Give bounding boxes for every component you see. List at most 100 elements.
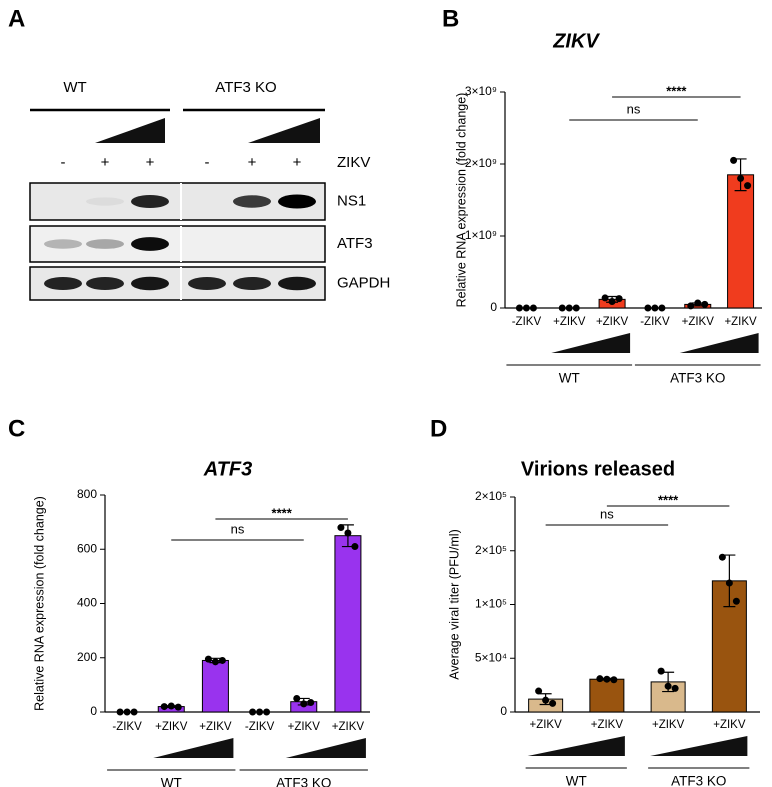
data-point (694, 299, 702, 307)
data-point (256, 708, 264, 716)
x-tick-label: +ZIKV (529, 719, 562, 731)
x-tick-label: +ZIKV (652, 719, 685, 731)
y-tick-label: 2×10⁵ (475, 489, 507, 503)
y-tick-label: 5×10⁴ (475, 650, 507, 664)
x-tick-label: +ZIKV (591, 719, 624, 731)
significance-label: ns (600, 506, 614, 521)
x-tick-label: +ZIKV (332, 721, 365, 733)
dose-wedge (248, 118, 320, 143)
group-label: WT (63, 79, 86, 96)
blot-band (44, 276, 82, 291)
data-point (549, 699, 557, 707)
significance-label: **** (658, 492, 679, 507)
significance-label: **** (272, 505, 293, 520)
x-tick-label: -ZIKV (112, 721, 142, 733)
dose-wedge (285, 738, 366, 758)
data-point (300, 700, 308, 708)
data-point (651, 304, 659, 312)
lane-label: - (61, 154, 66, 171)
x-tick-label: -ZIKV (640, 316, 670, 328)
data-point (522, 304, 530, 312)
data-point (337, 524, 345, 532)
data-point (596, 675, 604, 683)
data-point (211, 658, 219, 666)
y-tick-label: 1×10⁵ (475, 597, 507, 611)
data-point (307, 699, 315, 707)
data-point (160, 703, 168, 711)
data-point (263, 708, 271, 716)
data-point (542, 696, 550, 704)
data-point (218, 656, 226, 664)
lane-label: + (248, 154, 257, 171)
chart-title: Virions released (521, 458, 675, 480)
row-label: ATF3 (337, 235, 373, 252)
lane-label: + (101, 154, 110, 171)
y-tick-label: 2×10⁹ (465, 156, 497, 170)
data-point (572, 304, 580, 312)
data-point (718, 553, 726, 561)
blot-box (29, 225, 326, 263)
group-label: ATF3 KO (670, 371, 725, 386)
data-point (610, 676, 618, 684)
dose-wedge (153, 738, 234, 758)
data-point (249, 708, 257, 716)
y-axis-label: Relative RNA expression (fold change) (32, 496, 46, 711)
bar (727, 174, 755, 309)
y-tick-label: 1×10⁹ (465, 228, 497, 242)
y-axis-label: Average viral titer (PFU/ml) (447, 529, 461, 680)
data-point (167, 702, 175, 710)
x-tick-label: -ZIKV (245, 721, 275, 733)
significance-label: ns (627, 101, 641, 116)
x-tick-label: +ZIKV (596, 316, 629, 328)
group-label: WT (566, 774, 587, 787)
bar (334, 535, 362, 713)
lane-label: - (205, 154, 210, 171)
data-point (744, 182, 752, 190)
x-tick-label: -ZIKV (512, 316, 542, 328)
data-point (204, 655, 212, 663)
data-point (701, 300, 709, 308)
data-point (644, 304, 652, 312)
chart-title: ATF3 (203, 458, 253, 480)
y-tick-label: 0 (490, 300, 497, 314)
panel-label: B (442, 5, 459, 32)
data-point (603, 675, 611, 683)
data-point (658, 304, 666, 312)
significance-label: ns (231, 521, 245, 536)
data-point (671, 684, 679, 692)
data-point (293, 694, 301, 702)
x-tick-label: +ZIKV (155, 721, 188, 733)
data-point (737, 174, 745, 182)
data-point (657, 667, 665, 675)
y-tick-label: 200 (77, 650, 97, 664)
blot-band (188, 276, 226, 291)
blot-band (131, 194, 169, 209)
data-point (565, 304, 573, 312)
y-tick-label: 2×10⁵ (475, 543, 507, 557)
dose-wedge (679, 333, 759, 353)
lane-label: + (293, 154, 302, 171)
group-label: ATF3 KO (276, 776, 331, 787)
group-label: WT (161, 776, 182, 787)
data-point (344, 529, 352, 537)
group-label: ATF3 KO (671, 774, 726, 787)
blot-band (44, 239, 82, 249)
panel-label: A (8, 5, 25, 32)
x-tick-label: +ZIKV (199, 721, 232, 733)
data-point (664, 682, 672, 690)
data-point (558, 304, 566, 312)
data-point (174, 703, 182, 711)
dose-wedge (551, 333, 631, 353)
row-label: GAPDH (337, 274, 390, 291)
blot-band (86, 276, 124, 291)
data-point (608, 298, 616, 306)
data-point (615, 295, 623, 303)
group-label: WT (559, 371, 580, 386)
blot-band (86, 239, 124, 249)
data-point (130, 708, 138, 716)
y-tick-label: 0 (500, 704, 507, 718)
y-tick-label: 0 (90, 704, 97, 718)
blot-band (131, 276, 169, 291)
significance-label: **** (666, 83, 687, 98)
